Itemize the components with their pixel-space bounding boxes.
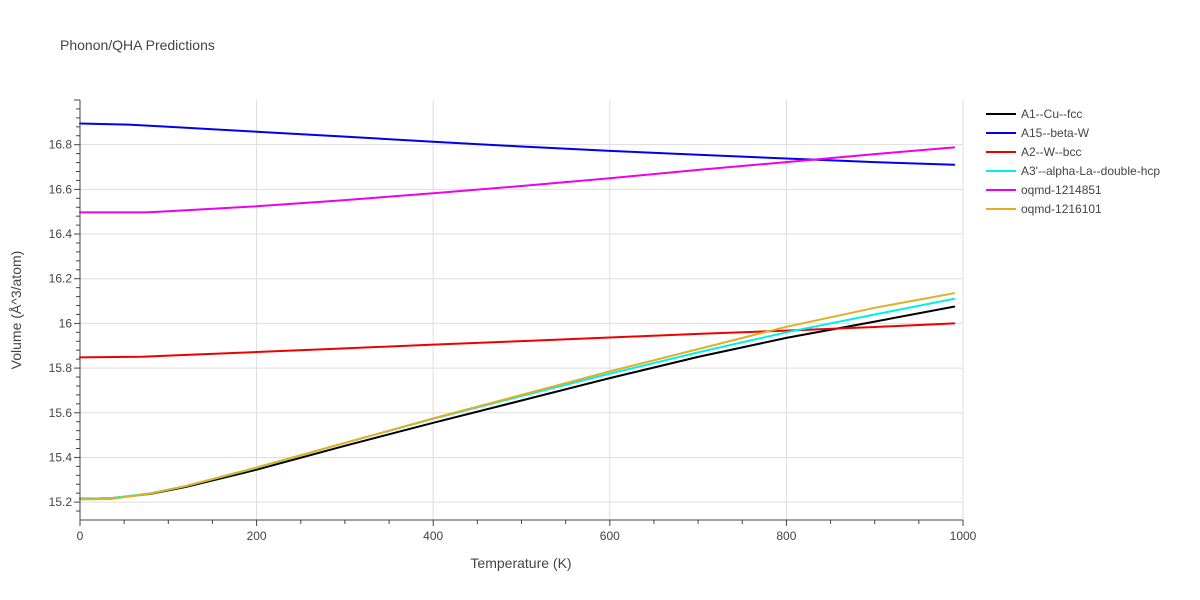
legend-label: A3'--alpha-La--double-hcp xyxy=(1021,164,1160,178)
series-line-a2-w-bcc xyxy=(79,322,956,359)
x-tick-label: 600 xyxy=(600,529,620,543)
legend: A1--Cu--fcc A15--beta-W A2--W--bcc A3'--alp… xyxy=(986,107,1160,216)
legend-label: oqmd-1214851 xyxy=(1021,183,1102,197)
legend-label: A15--beta-W xyxy=(1021,126,1090,140)
y-tick-label: 15.6 xyxy=(49,406,73,420)
legend-item[interactable]: oqmd-1214851 xyxy=(986,183,1102,197)
series-line-a1-cu-fcc xyxy=(79,305,956,500)
y-tick-label: 16.6 xyxy=(49,182,73,196)
x-tick-label: 1000 xyxy=(950,529,977,543)
y-tick-label: 16.4 xyxy=(49,227,73,241)
series-line-oqmd-1214851 xyxy=(79,146,956,214)
legend-item[interactable]: A3'--alpha-La--double-hcp xyxy=(986,164,1160,178)
x-tick-label: 0 xyxy=(77,529,84,543)
legend-label: A2--W--bcc xyxy=(1021,145,1081,159)
y-tick-label: 15.4 xyxy=(49,450,73,464)
axes-layer: 0 200 400 600 800 1000 15.2 15.4 15.6 15.8 16 16.2 1… xyxy=(49,99,977,543)
y-tick-label: 16.8 xyxy=(49,138,73,152)
x-axis-title: Temperature (K) xyxy=(470,555,571,571)
y-tick-label: 15.2 xyxy=(49,495,73,509)
y-tick-label: 16.2 xyxy=(49,272,73,286)
legend-item[interactable]: oqmd-1216101 xyxy=(986,202,1102,216)
grid-layer xyxy=(80,100,964,520)
x-tick-label: 200 xyxy=(247,529,267,543)
x-tick-label: 800 xyxy=(776,529,796,543)
y-tick-label: 15.8 xyxy=(49,361,73,375)
legend-label: A1--Cu--fcc xyxy=(1021,107,1082,121)
legend-item[interactable]: A2--W--bcc xyxy=(986,145,1081,159)
legend-item[interactable]: A15--beta-W xyxy=(986,126,1090,140)
series-line-a15-beta-w xyxy=(79,122,956,166)
legend-item[interactable]: A1--Cu--fcc xyxy=(986,107,1082,121)
x-tick-label: 400 xyxy=(423,529,443,543)
legend-label: oqmd-1216101 xyxy=(1021,202,1102,216)
series-line-oqmd-1216101 xyxy=(79,292,956,501)
chart-title: Phonon/QHA Predictions xyxy=(60,37,215,53)
series-layer xyxy=(79,122,956,501)
y-tick-label: 16 xyxy=(59,316,73,330)
y-axis-title: Volume (Å^3/atom) xyxy=(8,251,24,370)
